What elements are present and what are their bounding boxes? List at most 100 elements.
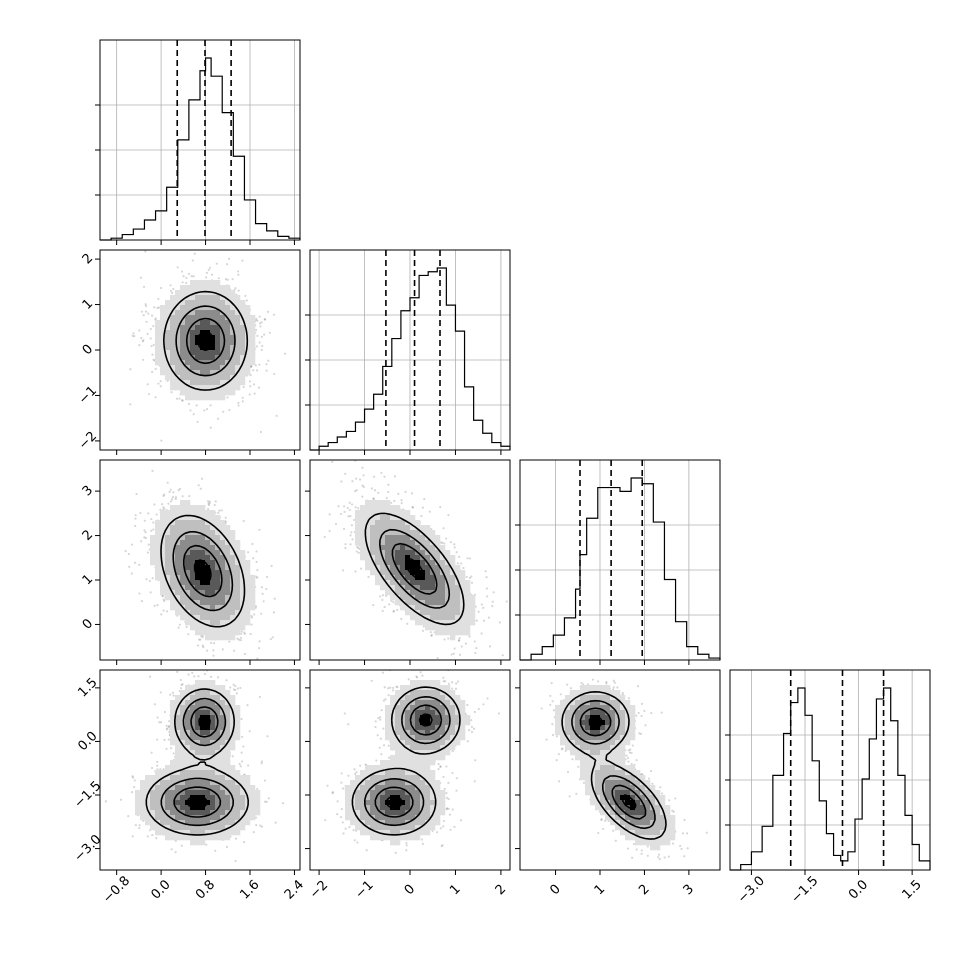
density-cell bbox=[205, 280, 211, 286]
density-cell bbox=[205, 570, 211, 576]
sample-point bbox=[138, 329, 141, 332]
sample-point bbox=[209, 404, 212, 407]
sample-point bbox=[170, 291, 174, 295]
density-cell bbox=[195, 365, 201, 371]
density-cell bbox=[190, 325, 196, 331]
density-cell bbox=[405, 560, 411, 566]
density-cell bbox=[250, 360, 256, 366]
density-cell bbox=[390, 540, 396, 546]
density-cell bbox=[250, 600, 256, 606]
density-cell bbox=[205, 525, 211, 531]
density-cell bbox=[165, 565, 171, 571]
density-cell bbox=[400, 575, 406, 581]
sample-point bbox=[138, 344, 141, 347]
density-cell bbox=[370, 500, 376, 506]
sample-point bbox=[189, 409, 192, 412]
density-cell bbox=[165, 345, 171, 351]
density-cell bbox=[390, 565, 396, 571]
sample-point bbox=[474, 651, 477, 655]
density-cell bbox=[200, 350, 206, 356]
sample-point bbox=[165, 610, 169, 613]
density-cell bbox=[185, 390, 191, 396]
density-cell bbox=[225, 630, 231, 636]
density-cell bbox=[175, 560, 181, 566]
sample-point bbox=[214, 500, 217, 503]
density-cell bbox=[225, 350, 231, 356]
density-cell bbox=[370, 510, 376, 516]
density-cell bbox=[405, 510, 411, 516]
sample-point bbox=[133, 335, 136, 338]
density-cell bbox=[245, 305, 251, 311]
sample-point bbox=[349, 534, 352, 537]
sample-point bbox=[462, 566, 465, 570]
sample-point bbox=[231, 278, 234, 281]
density-cell bbox=[200, 310, 206, 316]
sample-point bbox=[239, 636, 243, 639]
density-cell bbox=[180, 570, 186, 576]
sample-point bbox=[262, 600, 265, 603]
density-cell bbox=[365, 525, 371, 531]
sample-point bbox=[265, 363, 268, 366]
sample-point bbox=[457, 639, 461, 642]
density-cell bbox=[250, 320, 256, 326]
sample-point bbox=[159, 286, 163, 290]
density-cell bbox=[160, 370, 166, 376]
sample-point bbox=[421, 506, 424, 509]
density-cell bbox=[155, 340, 161, 346]
density-cell bbox=[200, 625, 206, 631]
density-cell bbox=[380, 580, 386, 586]
density-cell bbox=[400, 580, 406, 586]
density-cell bbox=[240, 320, 246, 326]
density-cell bbox=[190, 350, 196, 356]
density-cell bbox=[175, 360, 181, 366]
density-cell bbox=[220, 315, 226, 321]
sample-point bbox=[226, 278, 229, 281]
density-cell bbox=[230, 600, 236, 606]
density-cell bbox=[245, 600, 251, 606]
sample-point bbox=[392, 600, 395, 604]
sample-point bbox=[429, 631, 432, 634]
sample-point bbox=[185, 276, 188, 280]
density-cell bbox=[185, 550, 191, 556]
density-cell bbox=[165, 555, 171, 561]
density-cell bbox=[210, 550, 216, 556]
density-cell bbox=[160, 350, 166, 356]
sample-point bbox=[157, 297, 160, 301]
sample-point bbox=[350, 531, 353, 534]
density-cell bbox=[365, 550, 371, 556]
sample-point bbox=[172, 491, 175, 494]
density-cell bbox=[355, 510, 361, 516]
sample-point bbox=[485, 587, 489, 590]
sample-point bbox=[252, 383, 256, 386]
contour-level-1 bbox=[160, 514, 246, 628]
density-cell bbox=[220, 630, 226, 636]
sample-point bbox=[258, 315, 261, 318]
density-cell bbox=[405, 540, 411, 546]
density-cell bbox=[230, 320, 236, 326]
density-cell bbox=[210, 610, 216, 616]
density-cell bbox=[220, 595, 226, 601]
density-cell bbox=[225, 615, 231, 621]
density-cell bbox=[205, 555, 211, 561]
density-cell bbox=[155, 575, 161, 581]
sample-point bbox=[220, 509, 223, 512]
sample-point bbox=[251, 542, 254, 546]
density-cell bbox=[235, 550, 241, 556]
density-cell bbox=[165, 535, 171, 541]
density-cell bbox=[220, 615, 226, 621]
scatter-panel-2-1 bbox=[95, 249, 301, 455]
density-cell bbox=[355, 525, 361, 531]
density-cell bbox=[155, 545, 161, 551]
density-cell bbox=[390, 590, 396, 596]
density-cell bbox=[375, 510, 381, 516]
sample-point bbox=[372, 604, 375, 607]
density-cell bbox=[365, 505, 371, 511]
density-cell bbox=[405, 585, 411, 591]
density-cell bbox=[210, 395, 216, 401]
density-cell bbox=[220, 325, 226, 331]
density-cell bbox=[400, 520, 406, 526]
density-cell bbox=[380, 515, 386, 521]
sample-point bbox=[257, 646, 261, 650]
density-cell bbox=[210, 605, 216, 611]
sample-point bbox=[195, 404, 198, 407]
